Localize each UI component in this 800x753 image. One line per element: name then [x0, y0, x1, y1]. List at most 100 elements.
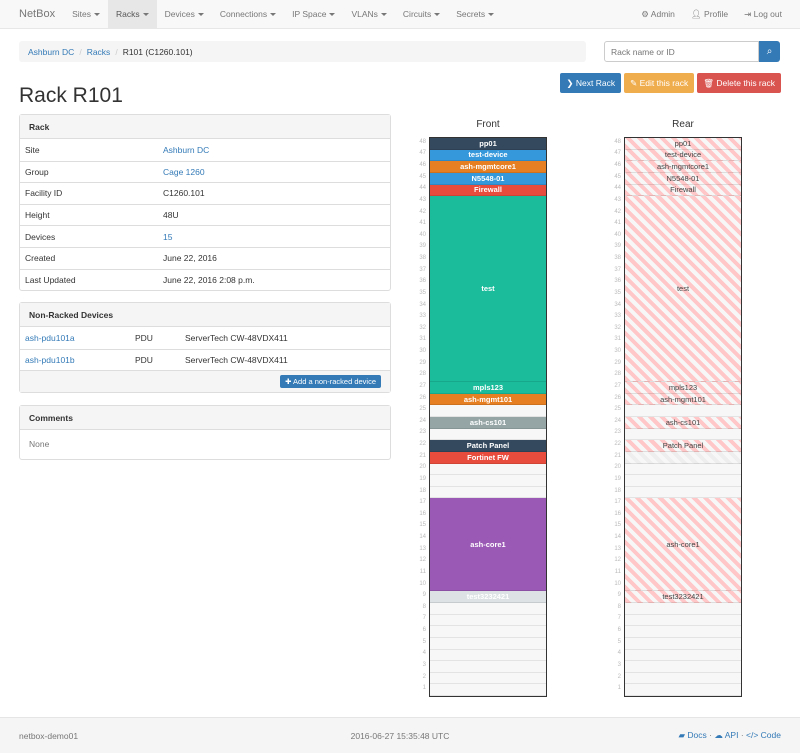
nav-connections[interactable]: Connections — [212, 0, 284, 29]
rack-device-front[interactable]: pp01 — [430, 138, 546, 150]
unit-number: 48 — [614, 138, 621, 145]
unit-number: 20 — [614, 464, 621, 471]
rack-row: Devices 15 — [20, 225, 390, 247]
rack-device-rear[interactable] — [625, 451, 741, 464]
rack-unit[interactable] — [625, 475, 741, 487]
docs-link[interactable]: ▰ Docs — [679, 730, 707, 740]
rack-device-rear[interactable]: N5548-01 — [625, 172, 741, 185]
add-non-racked-device-button[interactable]: ✚ Add a non-racked device — [280, 375, 381, 388]
nav-label: Circuits — [402, 8, 432, 19]
rack-unit[interactable] — [430, 429, 546, 441]
brand-logo[interactable]: NetBox — [19, 8, 56, 20]
rack-device-rear[interactable]: test — [625, 196, 741, 383]
rack-unit[interactable] — [430, 684, 546, 696]
rack-unit[interactable] — [430, 487, 546, 499]
rack-device-front[interactable]: mpls123 — [430, 382, 546, 394]
rack-device-front[interactable]: ash-mgmt101 — [430, 393, 546, 406]
add-label: Add a non-racked device — [293, 377, 376, 386]
rack-unit[interactable] — [430, 405, 546, 417]
rack-unit[interactable] — [625, 487, 741, 499]
rack-device-rear[interactable]: test-device — [625, 149, 741, 162]
rack-unit[interactable] — [430, 638, 546, 650]
unit-number: 6 — [422, 627, 426, 634]
search-input[interactable] — [604, 41, 759, 62]
rack-unit[interactable] — [430, 464, 546, 476]
rack-unit[interactable] — [625, 638, 741, 650]
row-value[interactable]: Ashburn DC — [163, 144, 210, 155]
rack-device-front[interactable]: N5548-01 — [430, 172, 546, 185]
nav-circuits[interactable]: Circuits — [395, 0, 448, 29]
row-label: Height — [25, 210, 50, 221]
rack-unit[interactable] — [625, 603, 741, 615]
nav-ip-space[interactable]: IP Space — [284, 0, 343, 29]
rack-device-front[interactable]: Fortinet FW — [430, 451, 546, 464]
unit-number: 48 — [419, 138, 426, 145]
rack-unit[interactable] — [625, 464, 741, 476]
rack-unit[interactable] — [430, 626, 546, 638]
rack-unit[interactable] — [430, 661, 546, 673]
search-button[interactable]: ⌕ — [759, 41, 780, 62]
edit-rack-button[interactable]: ✎ Edit this rack — [624, 73, 695, 93]
rack-device-front[interactable]: test — [430, 196, 546, 383]
rack-device-rear[interactable]: ash-cs101 — [625, 417, 741, 429]
rack-device-front[interactable]: test3232421 — [430, 591, 546, 603]
api-link[interactable]: ☁ API — [714, 730, 738, 740]
chevron-right-icon: ❯ — [566, 78, 576, 88]
delete-rack-button[interactable]: 🗑︎ Delete this rack — [697, 73, 781, 93]
logout-link[interactable]: ⇥ Log out — [736, 0, 790, 29]
rack-unit[interactable] — [430, 603, 546, 615]
rack-unit[interactable] — [625, 626, 741, 638]
trash-icon: 🗑︎ — [703, 78, 717, 88]
profile-link[interactable]: 👤︎ Profile — [683, 0, 736, 29]
rack-device-front[interactable]: ash-cs101 — [430, 417, 546, 429]
rack-unit[interactable] — [430, 650, 546, 662]
device-link[interactable]: ash-pdu101a — [25, 332, 75, 343]
unit-number: 3 — [422, 661, 426, 668]
rack-unit[interactable] — [625, 405, 741, 417]
rack-device-rear[interactable]: pp01 — [625, 138, 741, 150]
device-link[interactable]: ash-pdu101b — [25, 354, 75, 365]
caret-down-icon — [434, 12, 441, 16]
rack-unit[interactable] — [625, 673, 741, 685]
code-link[interactable]: </> Code — [746, 730, 781, 740]
nav-vlans[interactable]: VLANs — [343, 0, 394, 29]
nav-secrets[interactable]: Secrets — [448, 0, 502, 29]
rack-device-rear[interactable]: ash-core1 — [625, 498, 741, 592]
nav-racks[interactable]: Racks — [107, 0, 157, 29]
rack-device-rear[interactable]: test3232421 — [625, 591, 741, 603]
admin-link[interactable]: ⚙ Admin — [633, 0, 683, 29]
rack-device-front[interactable]: test-device — [430, 149, 546, 162]
rack-unit[interactable] — [625, 650, 741, 662]
rack-device-rear[interactable]: ash-mgmt101 — [625, 393, 741, 406]
device-role: PDU — [135, 354, 153, 365]
rack-unit[interactable] — [625, 615, 741, 627]
rack-device-front[interactable]: ash-mgmtcore1 — [430, 161, 546, 173]
nav-sites[interactable]: Sites — [64, 0, 108, 29]
rack-unit[interactable] — [430, 615, 546, 627]
rack-unit[interactable] — [430, 673, 546, 685]
rack-row: Group Cage 1260 — [20, 160, 390, 183]
breadcrumb-sep: / — [79, 46, 82, 57]
rack-unit[interactable] — [625, 684, 741, 696]
panel-heading: Rack — [20, 115, 390, 139]
rack-unit[interactable] — [625, 429, 741, 441]
unit-number: 41 — [419, 220, 426, 227]
rack-device-front[interactable]: Firewall — [430, 184, 546, 197]
row-label: Site — [25, 144, 40, 155]
rack-device-rear[interactable]: ash-mgmtcore1 — [625, 161, 741, 173]
rack-unit[interactable] — [625, 661, 741, 673]
rack-device-rear[interactable]: Patch Panel — [625, 440, 741, 452]
breadcrumb-racks[interactable]: Racks — [86, 46, 111, 57]
unit-number: 37 — [419, 266, 426, 273]
unit-number: 27 — [614, 382, 621, 389]
row-value[interactable]: Cage 1260 — [163, 166, 205, 177]
rack-device-front[interactable]: ash-core1 — [430, 498, 546, 592]
nav-devices[interactable]: Devices — [157, 0, 212, 29]
rack-device-front[interactable]: Patch Panel — [430, 440, 546, 452]
rack-device-rear[interactable]: Firewall — [625, 184, 741, 197]
next-rack-button[interactable]: ❯ Next Rack — [560, 73, 622, 93]
rack-unit[interactable] — [430, 475, 546, 487]
rack-device-rear[interactable]: mpls123 — [625, 382, 741, 394]
breadcrumb-site[interactable]: Ashburn DC — [28, 46, 75, 57]
row-value[interactable]: 15 — [163, 231, 173, 242]
